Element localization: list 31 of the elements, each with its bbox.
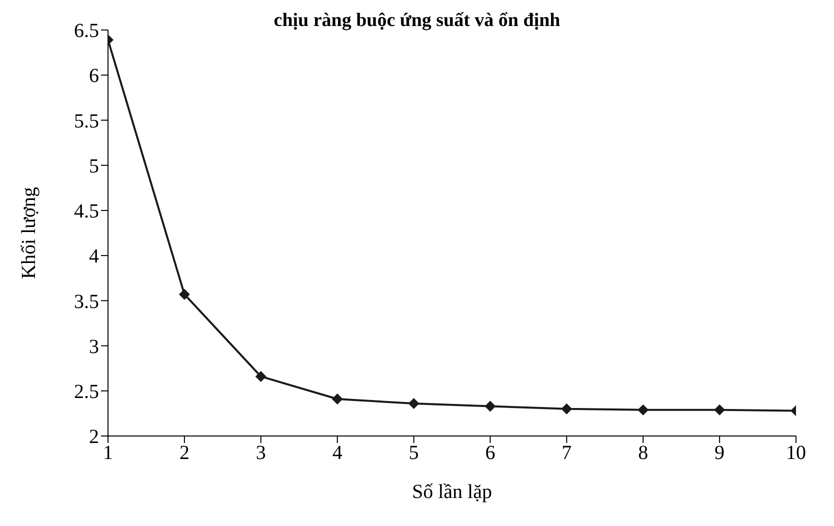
chart-title: chịu ràng buộc ứng suất và ổn định xyxy=(274,10,560,31)
y-tick-label: 5 xyxy=(89,155,99,178)
x-tick-label: 2 xyxy=(179,442,190,464)
x-tick-label: 7 xyxy=(562,442,572,464)
point xyxy=(255,370,266,382)
point xyxy=(332,394,343,405)
x-tick-label: 1 xyxy=(103,442,113,464)
y-tick-label: 4 xyxy=(89,246,99,268)
point xyxy=(484,400,496,412)
y-tick-label: 3 xyxy=(89,336,99,358)
x-tick-label: 8 xyxy=(638,442,648,464)
x-tick-label: 3 xyxy=(256,442,266,464)
x-tick-label: 5 xyxy=(408,442,419,464)
y-tick-label: 2 xyxy=(89,426,99,448)
point xyxy=(638,404,649,416)
x-tick-label: 9 xyxy=(714,442,725,464)
y-tick-label: 4.5 xyxy=(74,200,99,223)
point xyxy=(714,404,726,416)
y-tick-label: 6.5 xyxy=(74,20,99,42)
x-tick-label: 6 xyxy=(485,442,496,464)
point xyxy=(408,398,420,410)
x-tick-label: 10 xyxy=(786,442,806,464)
y-tick-label: 2.5 xyxy=(74,380,99,403)
y-tick-label: 5.5 xyxy=(74,110,99,132)
y-tick-label: 6 xyxy=(89,65,99,88)
point xyxy=(178,288,190,300)
y-tick-label: 3.5 xyxy=(74,290,99,313)
x-tick-label: 4 xyxy=(332,442,342,464)
point xyxy=(561,403,572,414)
y-axis-title: Khối lượng xyxy=(18,187,40,279)
x-axis-title: Số lần lặp xyxy=(412,481,492,503)
